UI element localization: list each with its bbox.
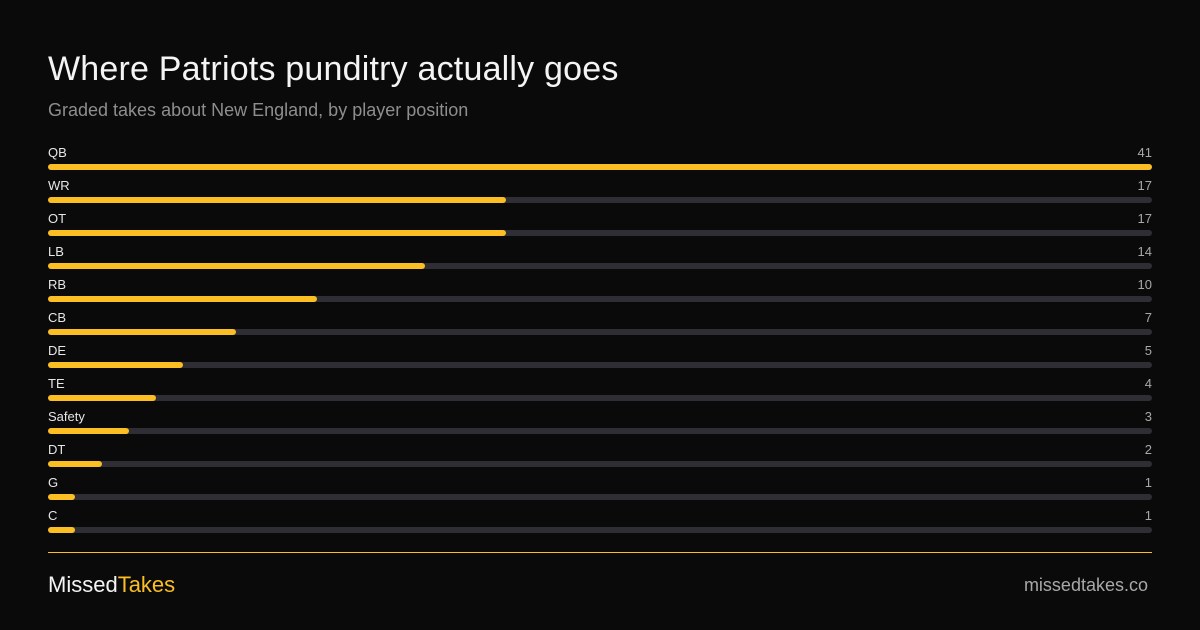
chart-title: Where Patriots punditry actually goes [48, 50, 619, 88]
bar-label: QB [48, 145, 67, 160]
bar-row: OT 17 [48, 206, 1152, 239]
bar-row: LB 14 [48, 239, 1152, 272]
brand-name-part2: Takes [117, 572, 176, 597]
bar-row: CB 7 [48, 305, 1152, 338]
bar-row: WR 17 [48, 173, 1152, 206]
bar-track [48, 263, 1152, 269]
footer-divider [48, 552, 1152, 553]
brand-logo: MissedTakes [48, 572, 175, 598]
bar-track [48, 197, 1152, 203]
bar-label: OT [48, 211, 67, 226]
bar-chart: QB 41 WR 17 OT 17 LB 14 RB 10 CB 7 DE 5 TE 4 Safety 3 DT 2 G… [48, 140, 1152, 540]
bar-track [48, 164, 1152, 170]
bar-label: RB [48, 277, 67, 292]
bar-label: LB [48, 244, 64, 259]
bar-row: TE 4 [48, 371, 1152, 404]
brand-name-part1: Missed [48, 572, 118, 597]
bar-row: DT 2 [48, 437, 1152, 470]
bar-track [48, 296, 1152, 302]
bar-row: DE 5 [48, 338, 1152, 371]
bar-row: QB 41 [48, 140, 1152, 173]
bar-label: G [48, 475, 59, 490]
bar-label: CB [48, 310, 67, 325]
bar [48, 296, 318, 302]
site-url: missedtakes.co [1023, 575, 1148, 595]
bar-value-label: 17 [1137, 178, 1152, 193]
bar-value-label: 1 [1144, 508, 1152, 523]
bar-track [48, 461, 1152, 467]
bar-track [48, 329, 1152, 335]
bar [48, 362, 183, 368]
bar [48, 494, 75, 500]
bar-row: Safety 3 [48, 404, 1152, 437]
bar [48, 428, 129, 434]
bar-label: WR [48, 178, 70, 193]
bar-track [48, 428, 1152, 434]
bar-value-label: 3 [1144, 409, 1152, 424]
bar-value-label: 14 [1137, 244, 1152, 259]
bar-row: RB 10 [48, 272, 1152, 305]
chart-subtitle: Graded takes about New England, by playe… [48, 100, 469, 120]
bar-label: DT [48, 442, 66, 457]
bar [48, 164, 1152, 170]
bar-label: DE [48, 343, 67, 358]
bar [48, 395, 156, 401]
bar-value-label: 5 [1144, 343, 1152, 358]
bar-value-label: 10 [1137, 277, 1152, 292]
bar-track [48, 395, 1152, 401]
bar [48, 461, 102, 467]
bar [48, 197, 506, 203]
bar-value-label: 2 [1144, 442, 1152, 457]
bar-track [48, 494, 1152, 500]
bar-value-label: 41 [1137, 145, 1152, 160]
bar-value-label: 4 [1144, 376, 1152, 391]
bar-value-label: 17 [1137, 211, 1152, 226]
bar [48, 527, 75, 533]
bar-label: TE [48, 376, 65, 391]
bar [48, 329, 237, 335]
bar-track [48, 362, 1152, 368]
bar-label: Safety [48, 409, 85, 424]
bar-track [48, 230, 1152, 236]
bar-value-label: 1 [1144, 475, 1152, 490]
bar [48, 230, 506, 236]
bar-track [48, 527, 1152, 533]
bar-label: C [48, 508, 58, 523]
bar-value-label: 7 [1144, 310, 1152, 325]
bar [48, 263, 425, 269]
